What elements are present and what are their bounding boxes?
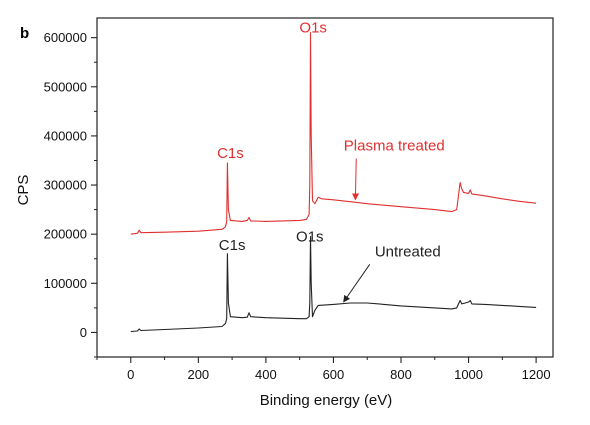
series-line-untreated <box>130 236 537 333</box>
x-tick-label: 1000 <box>454 367 483 382</box>
x-tick-label: 200 <box>187 367 209 382</box>
x-tick-label: 800 <box>390 367 412 382</box>
y-tick-label: 500000 <box>44 79 87 94</box>
annotation-label: O1s <box>296 229 324 246</box>
y-tick-label: 600000 <box>44 30 87 45</box>
annotation-arrow <box>343 263 371 303</box>
plot-frame <box>96 17 554 358</box>
y-tick-label: 200000 <box>44 227 87 242</box>
y-tick-label: 100000 <box>44 276 87 291</box>
x-axis-label: Binding energy (eV) <box>260 392 393 409</box>
x-tick-label: 400 <box>255 367 277 382</box>
series-line-plasma-treated <box>130 32 537 235</box>
x-tick-label: 1200 <box>522 367 551 382</box>
annotation-label: Untreated <box>375 243 441 260</box>
y-tick-label: 0 <box>80 325 87 340</box>
annotation-arrow <box>352 158 360 201</box>
annotation-label: O1s <box>299 20 327 37</box>
annotation-label: C1s <box>217 145 244 162</box>
y-tick-label: 400000 <box>44 128 87 143</box>
panel-label: b <box>20 25 29 42</box>
y-tick-label: 300000 <box>44 178 87 193</box>
x-tick-label: 0 <box>127 367 134 382</box>
y-axis-label: CPS <box>15 175 32 206</box>
annotation-label: Plasma treated <box>344 138 445 155</box>
annotation-label: C1s <box>219 237 246 254</box>
plot-area: 0 200 400 600 800 1000 1200 0 100000 200000 300000… <box>44 17 554 382</box>
x-tick-label: 600 <box>323 367 345 382</box>
